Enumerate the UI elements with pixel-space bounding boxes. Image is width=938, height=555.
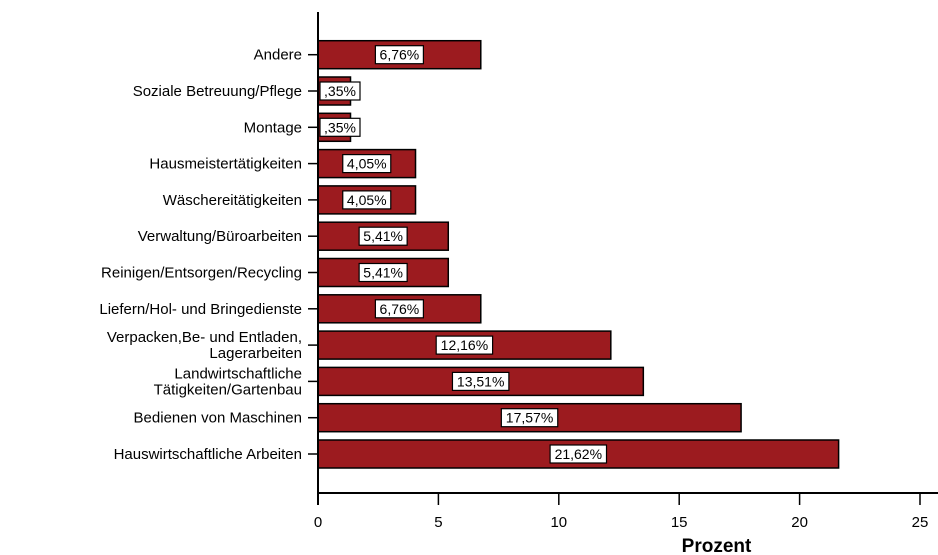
value-label: 5,41%: [358, 262, 408, 283]
value-labels: 21,62% 17,57% 13,51% 12,16% 6,76% 5,41% 5,41% 4…: [319, 45, 608, 464]
value-label: 4,05%: [342, 154, 392, 174]
value-label-text: 13,51%: [457, 373, 504, 389]
x-tick-label: 15: [671, 514, 688, 531]
value-label: 21,62%: [549, 444, 608, 464]
value-label-text: 4,05%: [347, 156, 387, 172]
x-axis-title: Prozent: [682, 536, 752, 555]
value-label-text: 21,62%: [555, 446, 602, 462]
value-label-box: [342, 190, 392, 210]
category-label: Liefern/Hol- und Bringedienste: [99, 301, 302, 318]
category-label: Andere: [254, 47, 302, 64]
category-label: Wäschereitätigkeiten: [163, 192, 302, 209]
value-label-text: 5,41%: [363, 228, 403, 244]
value-label-box: [319, 117, 361, 137]
category-label: Reinigen/Entsorgen/Recycling: [101, 265, 302, 282]
bars-group: [317, 39, 840, 469]
value-label-text: 5,41%: [363, 265, 403, 281]
value-label-text: 17,57%: [506, 410, 553, 426]
value-label-box: [358, 226, 408, 246]
value-label-box: [358, 262, 408, 283]
value-label-box: [374, 299, 424, 319]
value-label-box: [500, 408, 559, 428]
value-label-box: [435, 335, 494, 355]
value-label-box: [319, 81, 361, 101]
value-label-box: [374, 45, 424, 65]
value-label-box: [342, 154, 392, 174]
category-label: Bedienen von Maschinen: [134, 410, 302, 427]
category-label: Montage: [244, 119, 302, 136]
value-label: 4,05%: [342, 190, 392, 210]
category-label: Hausmeistertätigkeiten: [149, 156, 302, 173]
category-label: Soziale Betreuung/Pflege: [133, 83, 302, 100]
x-tick-label: 25: [912, 514, 929, 531]
x-tick-label: 5: [434, 514, 442, 531]
category-label: Verpacken,Be- und Entladen, Lagerarbeiten: [107, 329, 302, 362]
value-label-box: [549, 444, 608, 464]
category-label: Hauswirtschaftliche Arbeiten: [114, 446, 302, 463]
value-label: 17,57%: [500, 408, 559, 428]
value-label: ,35%: [319, 117, 361, 137]
x-tick-label: 20: [791, 514, 808, 531]
value-label-text: 4,05%: [347, 192, 387, 208]
category-label: Landwirtschaftliche Tätigkeiten/Gartenbau: [154, 365, 302, 398]
value-label-text: 6,76%: [380, 301, 420, 317]
value-label: 12,16%: [435, 335, 494, 355]
value-label: 13,51%: [451, 371, 510, 391]
value-label: 5,41%: [358, 226, 408, 246]
value-label-text: 6,76%: [380, 47, 420, 63]
category-label: Verwaltung/Büroarbeiten: [138, 228, 302, 245]
value-label-text: 12,16%: [441, 337, 488, 353]
value-label-text: ,35%: [324, 83, 356, 99]
value-label: 6,76%: [374, 45, 424, 65]
value-label: 6,76%: [374, 299, 424, 319]
x-tick-label: 0: [314, 514, 322, 531]
x-tick-label: 10: [550, 514, 567, 531]
value-label-box: [451, 371, 510, 391]
x-axis-ticks: 0 5 10 15 20 25: [314, 493, 929, 531]
value-label-text: ,35%: [324, 119, 356, 135]
category-labels: Hauswirtschaftliche Arbeiten Bedienen von…: [99, 47, 318, 463]
value-label: ,35%: [319, 81, 361, 101]
